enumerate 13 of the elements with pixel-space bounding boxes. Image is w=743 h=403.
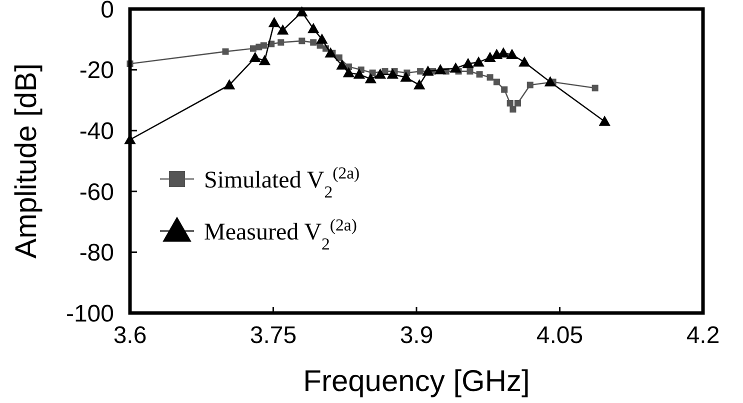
y-tick-label: -100 xyxy=(66,300,114,328)
x-tick-label: 4.05 xyxy=(536,322,584,349)
y-tick-label: -20 xyxy=(79,57,114,84)
x-tick-label: 3.9 xyxy=(400,322,434,349)
y-tick-label: -80 xyxy=(79,240,114,267)
y-axis-title: Amplitude [dB] xyxy=(10,63,43,259)
x-tick-label: 4.2 xyxy=(686,322,720,349)
x-tick-label: 3.75 xyxy=(250,322,297,349)
y-tick-label: 0 xyxy=(100,0,114,24)
y-tick-label: -40 xyxy=(79,118,114,145)
x-tick-label: 3.6 xyxy=(113,322,147,349)
y-tick-label: -60 xyxy=(79,178,114,206)
x-axis-title: Frequency [GHz] xyxy=(303,365,530,398)
